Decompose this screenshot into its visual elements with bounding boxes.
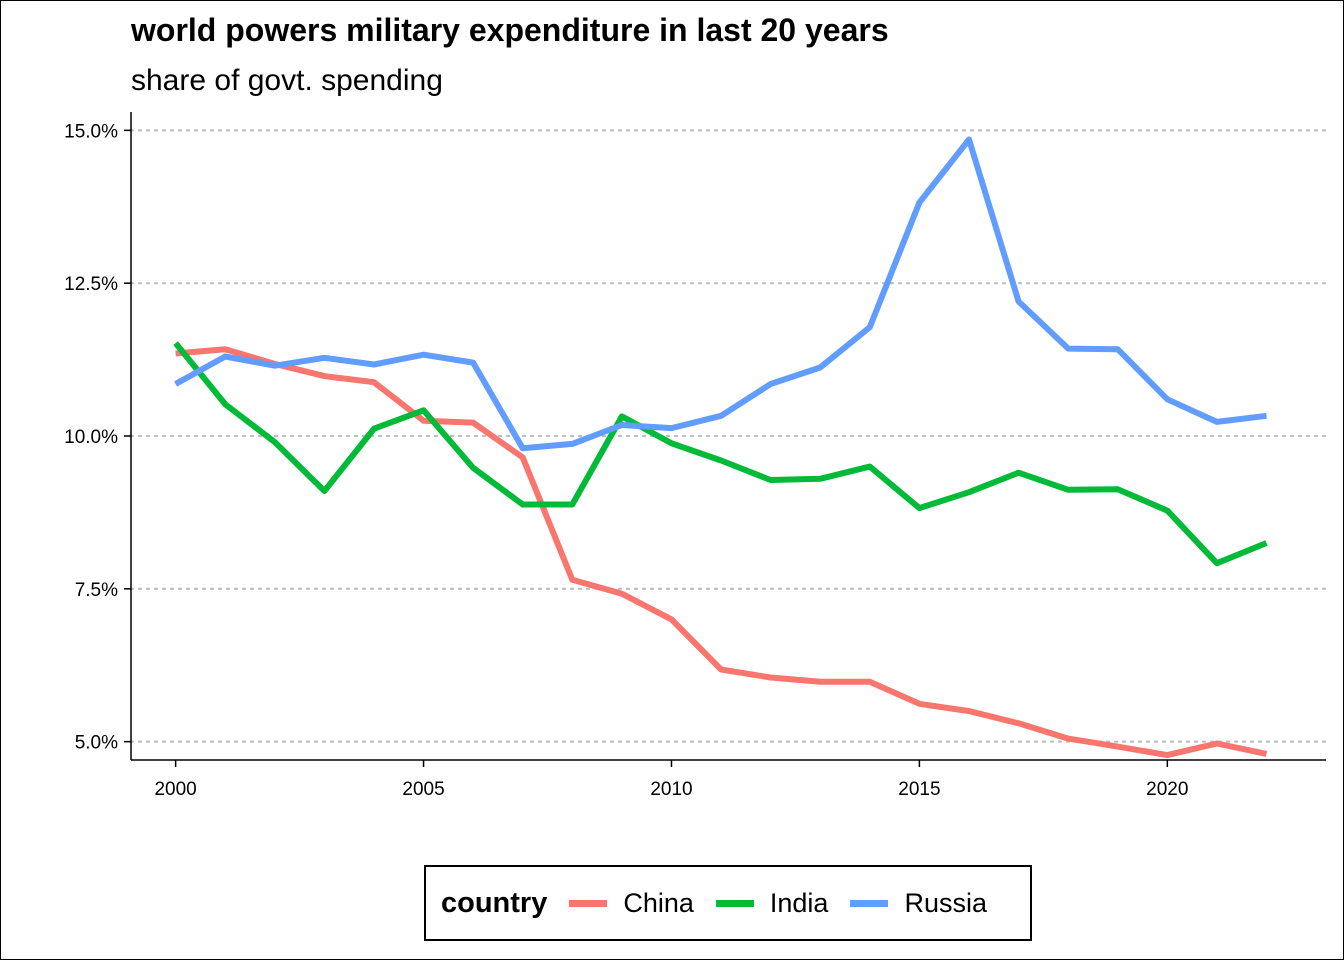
series-lines xyxy=(173,136,1268,759)
series-line-russia xyxy=(174,136,1267,452)
x-tick-label: 2000 xyxy=(154,779,196,800)
y-tick-label: 15.0% xyxy=(64,121,118,142)
y-tick-label: 12.5% xyxy=(64,274,118,295)
legend-swatch-india xyxy=(715,899,754,907)
legend-title: country xyxy=(441,886,548,919)
axes: 5.0% 7.5% 10.0% 12.5% 15.0% 2000 2005 2010 2015 2… xyxy=(64,112,1326,800)
legend: country China India Russia xyxy=(424,865,1032,941)
y-tick-label: 7.5% xyxy=(75,580,118,601)
legend-item-russia: Russia xyxy=(850,888,987,919)
y-tick-label: 5.0% xyxy=(75,733,118,754)
legend-label-china: China xyxy=(623,887,694,918)
series-line-china xyxy=(175,346,1268,759)
x-tick-label: 2010 xyxy=(650,779,692,800)
series-line-india xyxy=(173,341,1268,567)
legend-label-russia: Russia xyxy=(904,887,987,918)
y-tick-label: 10.0% xyxy=(64,427,118,448)
legend-swatch-china xyxy=(569,899,608,907)
legend-label-india: India xyxy=(769,887,829,918)
legend-item-india: India xyxy=(715,887,829,919)
legend-item-china: China xyxy=(569,888,694,919)
chart-subtitle: share of govt. spending xyxy=(131,64,443,97)
legend-swatch-russia xyxy=(850,899,889,907)
gridlines xyxy=(129,129,1328,743)
x-tick-label: 2020 xyxy=(1146,779,1188,800)
x-tick-label: 2015 xyxy=(898,779,940,800)
x-tick-label: 2005 xyxy=(402,779,444,800)
chart-title: world powers military expenditure in las… xyxy=(131,12,889,48)
